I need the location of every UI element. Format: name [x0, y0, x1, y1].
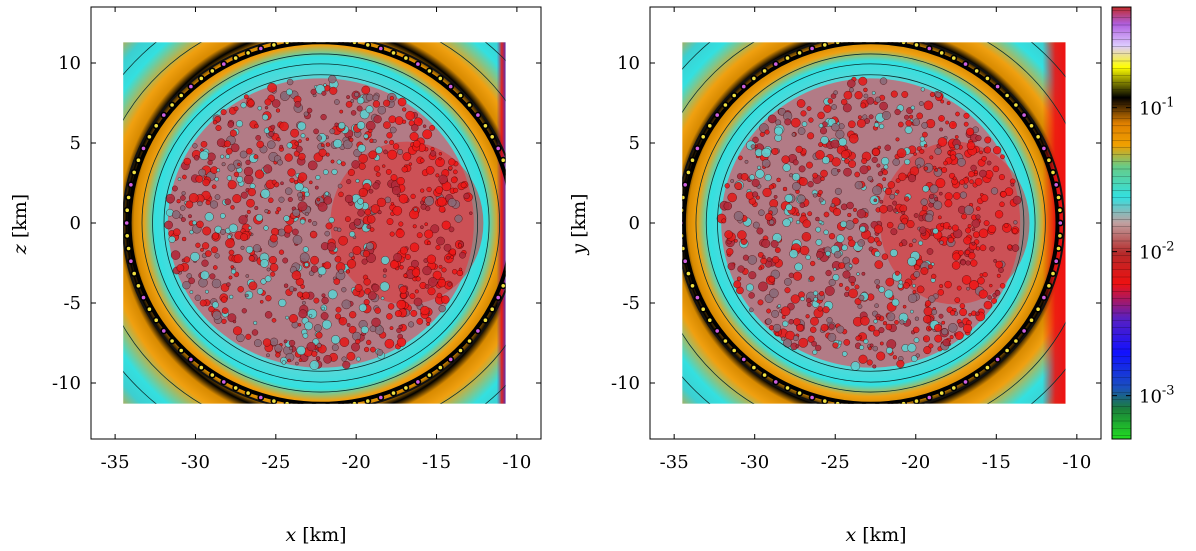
interior-speckles [716, 76, 1022, 371]
x-tick-label: -35 [660, 452, 689, 473]
colorbar-gradient [1112, 7, 1131, 439]
colorbar-tick-label: 10-3 [1139, 384, 1175, 408]
heatmap-corner-region [496, 42, 506, 404]
x-tick-label: -25 [261, 452, 290, 473]
left-heatmap [123, 42, 506, 404]
contour-lines [682, 42, 1066, 404]
heatmap-field [123, 42, 506, 404]
colorbar-tick-label: 10-1 [1139, 96, 1175, 120]
shell-beads [682, 42, 1064, 404]
colorbar-tick-label: 10-2 [1139, 240, 1175, 264]
outer-shell-ring [682, 42, 1065, 404]
heatmap-field [682, 42, 1066, 404]
shell-beads [123, 42, 506, 404]
x-tick-label: -20 [342, 452, 371, 473]
right-x-ticks: -35 -30 -25 -20 -15 -10 [660, 7, 1091, 473]
colorbar: 10-1 10-2 10-3 [1111, 6, 1175, 440]
colorbar-level-lines [1112, 10, 1131, 436]
x-tick-label: -20 [901, 452, 930, 473]
y-tick-label: 0 [70, 213, 81, 234]
y-tick-label: 5 [629, 133, 640, 154]
right-y-ticks: 10 5 0 -5 -10 [611, 53, 1101, 394]
y-tick-label: -10 [611, 373, 640, 394]
x-tick-label: -35 [101, 452, 130, 473]
y-tick-label: -10 [52, 373, 81, 394]
left-x-ticks: -35 -30 -25 -20 -15 -10 [101, 7, 531, 473]
left-x-axis-label: x [km] [285, 524, 346, 546]
x-tick-label: -25 [821, 452, 850, 473]
x-tick-label: -15 [422, 452, 451, 473]
y-tick-label: 10 [58, 53, 81, 74]
y-tick-label: 10 [617, 53, 640, 74]
y-tick-label: -5 [622, 293, 640, 314]
x-tick-label: -10 [502, 452, 531, 473]
right-panel: -35 -30 -25 -20 -15 -10 10 5 0 -5 -10 x [km] y [k… [568, 6, 1102, 546]
contour-lines [123, 42, 506, 404]
colorbar-ticks: 10-1 10-2 10-3 [1112, 96, 1175, 408]
y-tick-label: -5 [63, 293, 81, 314]
left-panel: -35 -30 -25 -20 -15 -10 10 5 0 -5 -10 x [km] z [k… [9, 6, 542, 546]
left-y-ticks: 10 5 0 -5 -10 [52, 53, 541, 394]
y-tick-label: 0 [629, 213, 640, 234]
heatmap-corner-region [1042, 42, 1066, 404]
x-tick-label: -10 [1062, 452, 1091, 473]
x-tick-label: -30 [740, 452, 769, 473]
right-heatmap [682, 42, 1066, 404]
right-x-axis-label: x [km] [845, 524, 906, 546]
right-y-axis-label: y [km] [568, 193, 590, 255]
interior-speckles [164, 75, 473, 370]
x-tick-label: -15 [982, 452, 1011, 473]
left-y-axis-label: z [km] [9, 194, 31, 255]
x-tick-label: -30 [181, 452, 210, 473]
y-tick-label: 5 [70, 133, 81, 154]
colorbar-frame [1111, 6, 1132, 440]
